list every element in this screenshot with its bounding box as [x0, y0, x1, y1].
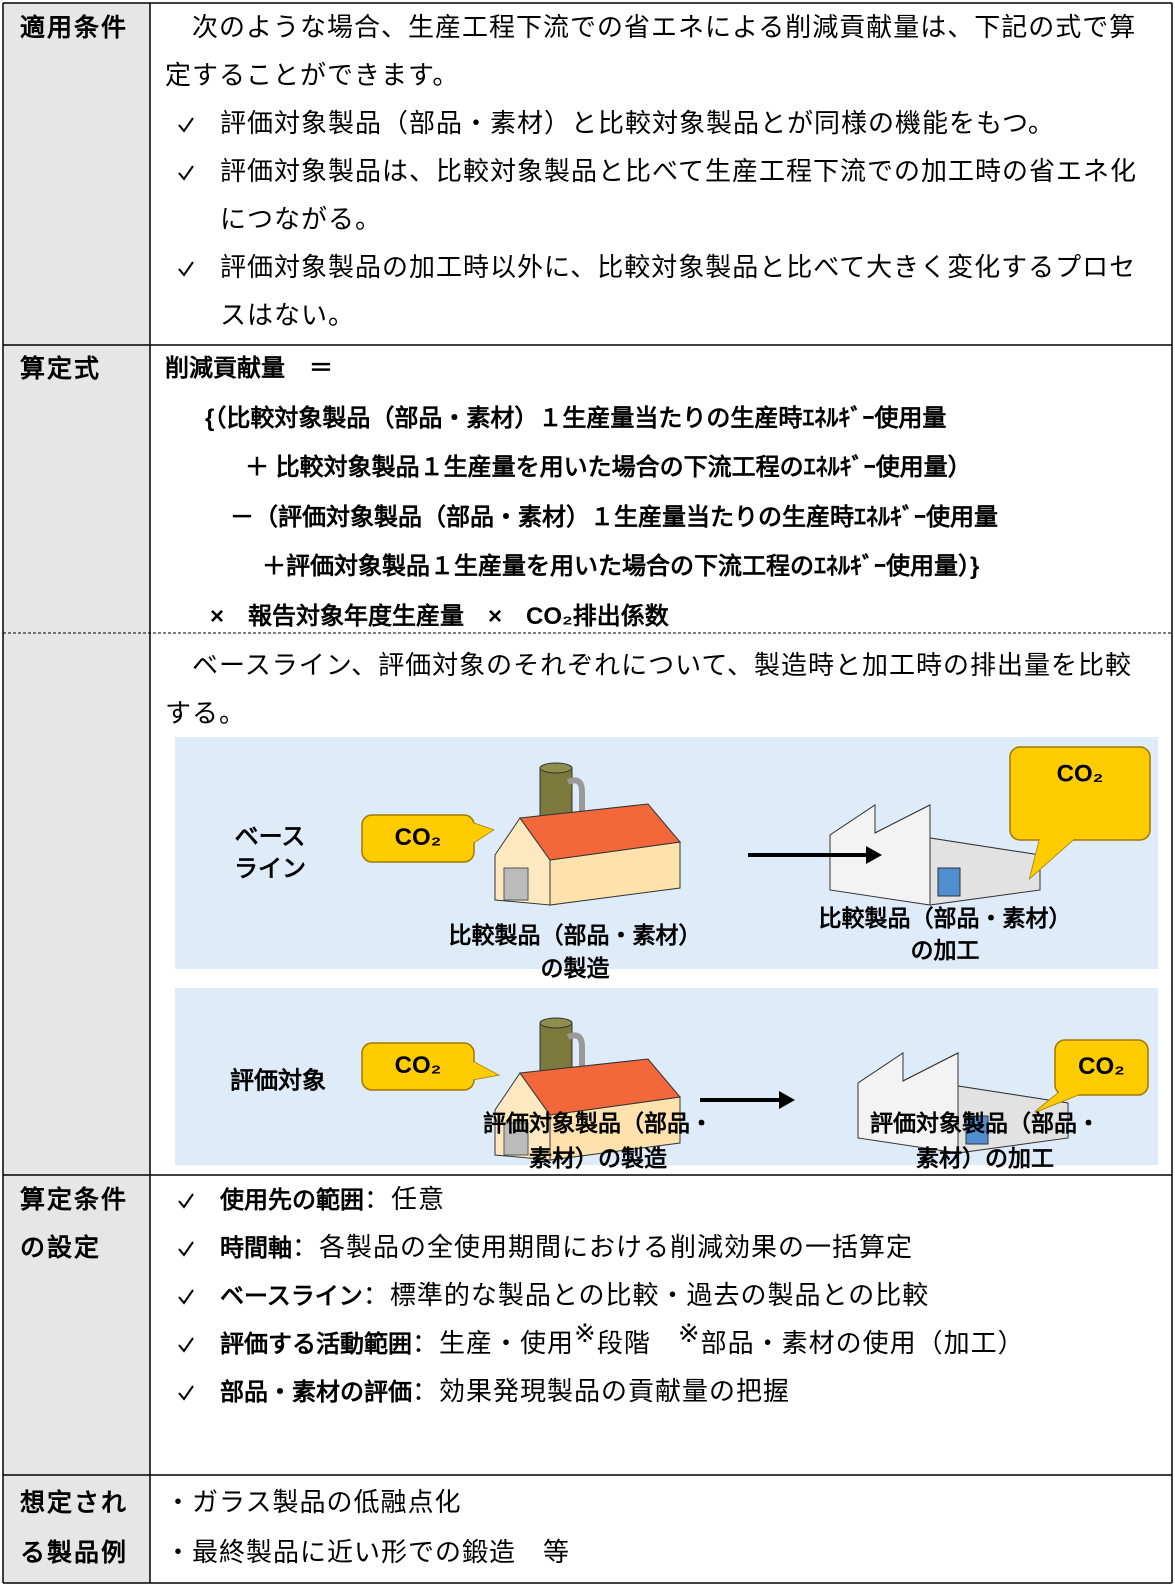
list-item: 評価対象製品の加工時以外に、比較対象製品と比べて大きく変化するプロセ [220, 253, 1137, 282]
row-label: の設定 [20, 1234, 102, 1262]
formula-line: －（評価対象製品（部品・素材）１生産量当たりの生産時ｴﾈﾙｷﾞｰ使用量 [230, 503, 998, 531]
condition-item: 時間軸：各製品の全使用期間における削減効果の一括算定 [220, 1224, 913, 1272]
panel-label: ライン [234, 855, 306, 882]
speech-bubble: CO₂ [1034, 1039, 1149, 1113]
check-icon [178, 1241, 194, 1257]
factory [857, 1052, 1069, 1154]
row-label: 想定され [20, 1489, 129, 1517]
formula-line: × 報告対象年度生産量 × CO₂排出係数 [210, 602, 669, 630]
caption: の製造 [541, 955, 611, 981]
paragraph-line: 定することができます。 [165, 61, 460, 90]
speech-bubble: CO₂ [361, 814, 495, 863]
condition-desc: ：標準的な製品との比較・過去の製品との比較 [362, 1281, 930, 1310]
check-icon [178, 1337, 194, 1353]
speech-bubble: CO₂ [1009, 746, 1151, 881]
factory [829, 804, 1041, 906]
paragraph-line: する。 [165, 699, 247, 728]
condition-item: 使用先の範囲：任意 [220, 1176, 445, 1224]
arrow-head [779, 1091, 795, 1109]
condition-term: 部品・素材の評価 [220, 1379, 412, 1406]
check-icon [178, 1289, 194, 1305]
bubble-tail-cover [1035, 1090, 1085, 1112]
row-label: る製品例 [20, 1539, 129, 1567]
bubble-tail-cover [1030, 838, 1075, 878]
condition-desc: ：生産・使用 [412, 1329, 575, 1358]
list-item: 評価対象製品は、比較対象製品と比べて生産工程下流での加工時の省エネ化 [220, 157, 1137, 186]
bubble-text: CO₂ [395, 824, 442, 851]
condition-desc: 段階 [596, 1329, 678, 1358]
condition-desc: ：効果発現製品の貢献量の把握 [412, 1377, 791, 1406]
window [937, 867, 961, 897]
window [965, 1115, 989, 1145]
example-line: ・最終製品に近い形での鍛造 等 [165, 1538, 571, 1567]
chimney-top [539, 762, 573, 774]
roof [519, 1058, 681, 1116]
bubble-tail-cover [470, 822, 493, 845]
formula-line: ＋評価対象製品１生産量を用いた場合の下流工程のｴﾈﾙｷﾞｰ使用量）} [262, 553, 980, 580]
check-icon [178, 1193, 194, 1209]
door [503, 1122, 529, 1156]
pipe [566, 1032, 585, 1069]
caption: 比較製品（部品・素材） [819, 905, 1072, 931]
formula-line: ＋ 比較対象製品１生産量を用いた場合の下流工程のｴﾈﾙｷﾞｰ使用量） [245, 454, 972, 481]
condition-term: ベースライン [220, 1283, 363, 1310]
caption: 素材）の加工 [916, 1145, 1054, 1171]
condition-desc: ※ [574, 1319, 597, 1348]
condition-item: 評価する活動範囲：生産・使用※段階 ※部品・素材の使用（加工） [220, 1320, 1025, 1368]
factory [494, 762, 681, 906]
caption: の加工 [911, 937, 980, 963]
bubble-text: CO₂ [395, 1052, 442, 1079]
check-icon [178, 1385, 194, 1401]
door [503, 867, 529, 901]
check-icon [178, 165, 194, 181]
bubble-text: CO₂ [1078, 1053, 1125, 1080]
arrow-head [866, 846, 882, 864]
condition-item: ベースライン：標準的な製品との比較・過去の製品との比較 [220, 1272, 929, 1320]
check-icon [178, 261, 194, 277]
condition-desc: ※ [677, 1319, 701, 1348]
paragraph-line: ベースライン、評価対象のそれぞれについて、製造時と加工時の排出量を比較 [192, 651, 1133, 680]
row-label: 適用条件 [20, 14, 129, 42]
row-label: 算定式 [20, 355, 102, 383]
condition-desc: ：各製品の全使用期間における削減効果の一括算定 [292, 1233, 914, 1262]
caption: 評価対象製品（部品・ [483, 1110, 713, 1136]
condition-item: 部品・素材の評価：効果発現製品の貢献量の把握 [220, 1368, 790, 1416]
panel-label: ベース [235, 823, 306, 850]
speech-bubble: CO₂ [361, 1042, 501, 1091]
bubble-tail-cover [470, 1060, 498, 1080]
bubble-text: CO₂ [1057, 760, 1104, 787]
example-line: ・ガラス製品の低融点化 [165, 1488, 462, 1517]
roof [519, 803, 681, 861]
list-item: につながる。 [220, 205, 383, 234]
caption: 評価対象製品（部品・ [870, 1110, 1100, 1136]
condition-desc: ：任意 [364, 1185, 446, 1214]
chimney-top [539, 1017, 573, 1029]
caption: 素材）の製造 [529, 1145, 668, 1171]
condition-term: 使用先の範囲 [220, 1187, 364, 1214]
list-item: スはない。 [220, 301, 356, 330]
factory [494, 1017, 681, 1161]
paragraph-line: 次のような場合、生産工程下流での省エネによる削減貢献量は、下記の式で算 [192, 13, 1137, 42]
label-column [3, 3, 150, 1583]
check-icon [178, 117, 194, 133]
list-item: 評価対象製品（部品・素材）と比較対象製品とが同様の機能をもつ。 [220, 109, 1055, 138]
formula-line: 削減貢献量 ＝ [165, 355, 333, 382]
condition-term: 評価する活動範囲 [220, 1331, 412, 1358]
row-label: 算定条件 [20, 1186, 129, 1214]
bubble-body [1054, 1039, 1149, 1096]
pipe [566, 777, 585, 814]
condition-desc: 部品・素材の使用（加工） [700, 1329, 1025, 1358]
caption: 比較製品（部品・素材） [449, 922, 702, 948]
wall-front [857, 1052, 959, 1154]
condition-term: 時間軸 [220, 1235, 292, 1262]
formula-line: {（比較対象製品（部品・素材）１生産量当たりの生産時ｴﾈﾙｷﾞｰ使用量 [205, 404, 947, 432]
panel-label: 評価対象 [230, 1066, 326, 1094]
bubble-body [1009, 746, 1151, 841]
